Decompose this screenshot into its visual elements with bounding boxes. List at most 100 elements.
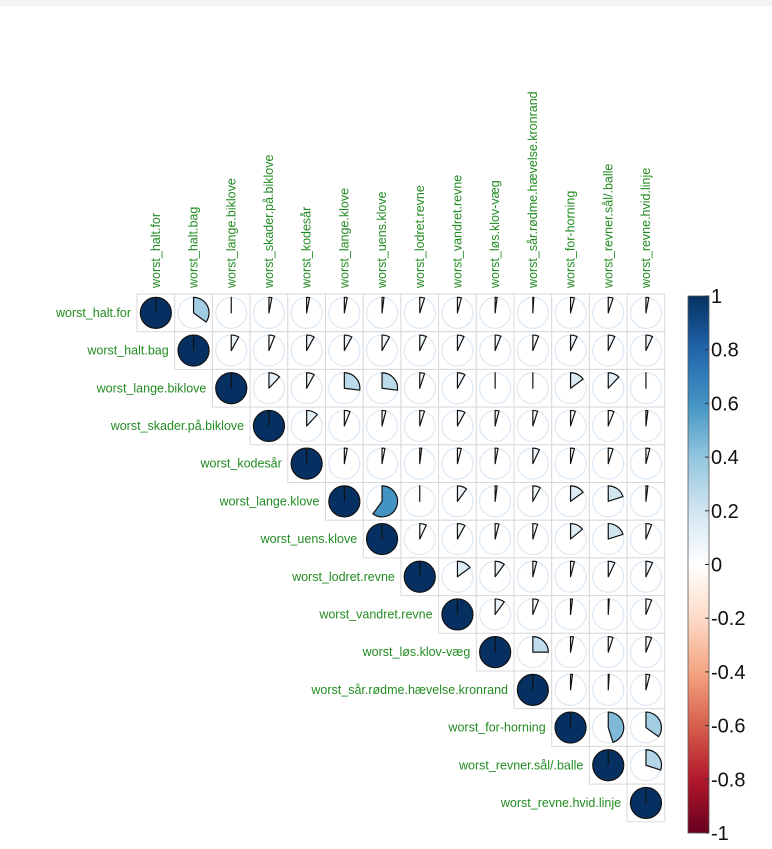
- row-label: worst_for-horning: [447, 721, 545, 735]
- corr-pie: [554, 296, 587, 329]
- column-label: worst_revner.sål/.balle: [601, 164, 615, 289]
- corr-pie: [328, 372, 361, 405]
- corr-pie: [554, 673, 587, 706]
- column-label: worst_sår.rødme.hævelse.kronrand: [526, 91, 540, 289]
- corr-pie: [441, 522, 474, 556]
- corr-pie: [403, 560, 436, 593]
- corr-pie: [479, 447, 512, 480]
- corr-pie: [290, 334, 323, 367]
- corr-pie: [403, 409, 436, 443]
- colorbar-tick-label: -1: [711, 823, 729, 845]
- corr-pie: [629, 485, 663, 518]
- corr-pie: [479, 372, 512, 405]
- corr-pie: [403, 522, 436, 556]
- corr-pie: [365, 522, 399, 556]
- row-label: worst_uens.klove: [260, 532, 358, 546]
- colorbar-tick-label: 0: [711, 555, 722, 577]
- corr-pie: [592, 560, 625, 593]
- colorbar-tick-label: 0.8: [711, 340, 739, 362]
- corr-pie: [479, 296, 512, 329]
- corr-pie: [516, 522, 549, 556]
- corr-pie: [328, 334, 361, 367]
- colorbar-tick-label: 0.2: [711, 501, 739, 523]
- corr-pie: [290, 409, 323, 443]
- column-label: worst_uens.klove: [375, 191, 389, 289]
- corr-pie: [403, 447, 436, 480]
- row-label: worst_lange.klove: [218, 494, 319, 508]
- corr-pie: [554, 334, 587, 367]
- corr-pie: [328, 296, 361, 329]
- corr-pie: [592, 598, 625, 631]
- corr-pie: [365, 485, 399, 518]
- corr-pie: [592, 749, 625, 782]
- corr-pie: [441, 296, 474, 329]
- corr-pie: [441, 598, 474, 631]
- corr-pie: [441, 560, 474, 593]
- corr-pie: [629, 636, 663, 669]
- corr-pie: [592, 447, 625, 480]
- corr-pie: [252, 372, 286, 405]
- row-label: worst_vandret.revne: [318, 607, 432, 621]
- corr-pie: [403, 334, 436, 367]
- row-label: worst_halt.bag: [86, 344, 168, 358]
- corr-pie: [554, 409, 587, 443]
- corr-pie: [479, 598, 512, 631]
- corr-pie: [554, 598, 587, 631]
- corr-pie: [629, 372, 663, 405]
- column-label: worst_løs.klov-væg: [488, 180, 502, 289]
- corr-pie: [554, 372, 587, 405]
- corr-pie: [516, 560, 549, 593]
- corr-pie: [629, 522, 663, 556]
- column-label: worst_lodret.revne: [413, 185, 427, 289]
- corr-pie: [516, 636, 549, 669]
- corr-pie: [629, 786, 663, 820]
- corr-pie: [516, 296, 549, 329]
- row-label: worst_revne.hvid.linje: [500, 796, 621, 810]
- corr-pie: [177, 334, 210, 367]
- corr-pie: [365, 372, 399, 405]
- corr-pie: [629, 296, 663, 329]
- corr-pie: [592, 372, 625, 405]
- corr-pie: [479, 485, 512, 518]
- corr-pie: [290, 447, 323, 480]
- corr-pie: [365, 296, 399, 329]
- corr-pie: [177, 296, 210, 329]
- corr-pie: [252, 296, 286, 329]
- column-label: worst_kodesår: [300, 207, 314, 289]
- row-label: worst_skader.på.biklove: [110, 419, 244, 433]
- corr-pie: [516, 598, 549, 631]
- corr-pie: [592, 485, 625, 518]
- corr-pie: [629, 447, 663, 480]
- corr-pie: [215, 372, 248, 405]
- corr-pie: [516, 447, 549, 480]
- column-label: worst_skader.på.biklove: [262, 155, 276, 289]
- corr-pie: [403, 372, 436, 405]
- corr-pie: [629, 334, 663, 367]
- corr-pie: [441, 485, 474, 518]
- column-label: worst_halt.for: [149, 213, 163, 289]
- corr-pie: [592, 296, 625, 329]
- column-label: worst_revne.hvid.linje: [639, 168, 653, 289]
- colorbar-tick-label: 0.4: [711, 447, 739, 469]
- corr-pie: [554, 560, 587, 593]
- corr-pie: [252, 334, 286, 367]
- corr-pie: [516, 334, 549, 367]
- row-label: worst_kodesår: [200, 457, 282, 471]
- colorbar-tick-label: -0.8: [711, 769, 745, 791]
- corr-pie: [403, 296, 436, 329]
- corr-pie: [290, 372, 323, 405]
- corr-pie: [479, 334, 512, 367]
- corr-pie: [441, 447, 474, 480]
- corr-pie: [592, 409, 625, 443]
- corr-pie: [629, 560, 663, 593]
- colorbar-tick-label: 0.6: [711, 393, 739, 415]
- corr-pie: [290, 296, 323, 329]
- corr-pie: [516, 409, 549, 443]
- corr-pie: [441, 372, 474, 405]
- column-label: worst_halt.bag: [187, 207, 201, 289]
- corr-pie: [592, 334, 625, 367]
- corr-pie: [592, 522, 625, 556]
- corr-pie: [215, 334, 248, 367]
- corr-pie: [629, 673, 663, 706]
- top-bar: [0, 0, 772, 6]
